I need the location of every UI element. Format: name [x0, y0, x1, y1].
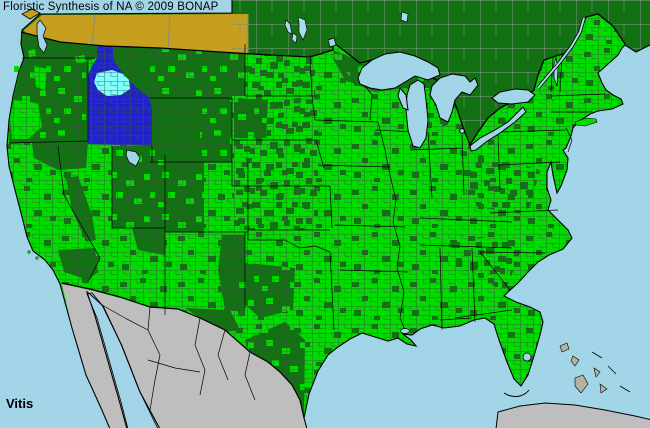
canada-lakes [284, 11, 409, 44]
lake-erie [469, 106, 527, 152]
us-state-lines [8, 44, 606, 336]
mexico-state-lines [101, 304, 256, 411]
great-salt-lake [125, 149, 141, 167]
channel-islands [27, 250, 39, 260]
gulf-of-california [86, 292, 158, 428]
canada-province-lines [91, 13, 249, 53]
bahamas-cays [591, 351, 631, 393]
long-island [574, 117, 598, 127]
lake-st-clair [459, 128, 465, 134]
lake-winnipeg [297, 16, 308, 41]
puget-sound [36, 19, 48, 54]
lake-winnipegosis [284, 19, 293, 35]
lake-superior [357, 51, 441, 91]
map-title: Floristic Synthesis of NA © 2009 BONAP [3, 1, 219, 13]
green-bay [397, 86, 409, 111]
taxon-label: Vitis [6, 396, 34, 411]
us-mexico-border [61, 282, 305, 419]
region-bahamas [559, 342, 608, 394]
st-lawrence-river [537, 17, 585, 89]
region-cuba [495, 402, 650, 428]
great-lakes [357, 51, 536, 152]
lake-manitoba [291, 32, 298, 44]
lake-of-the-woods [327, 37, 337, 48]
lake-pontchartrain [400, 328, 410, 334]
vancouver-island [21, 8, 41, 20]
lake-ontario [491, 88, 536, 105]
lake-nipigon [400, 11, 409, 23]
florida-keys [503, 389, 530, 398]
lake-okeechobee [522, 352, 532, 362]
lake-huron [429, 73, 479, 123]
